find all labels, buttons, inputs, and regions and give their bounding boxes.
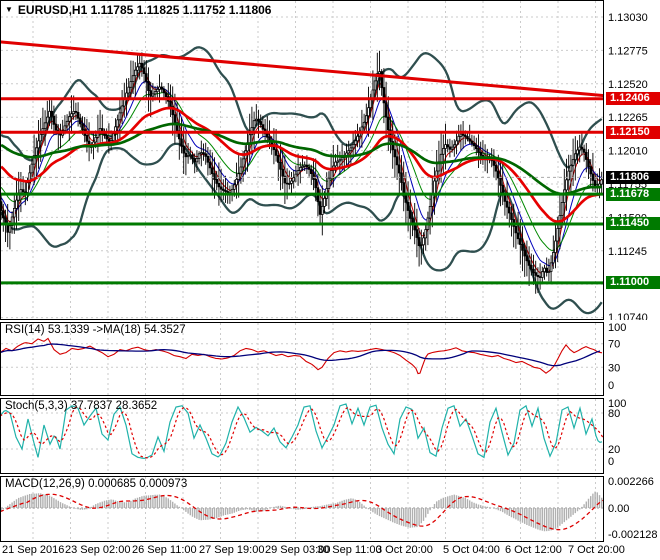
price-badge-resistance: 1.12150 (606, 125, 660, 139)
stoch-k-line (0, 403, 603, 460)
price-chart-panel[interactable]: 1.13030 1.12775 1.12520 1.12265 1.12010 1.117… (0, 0, 660, 320)
macd-indicator-label: MACD(12,26,9) 0.000685 0.000973 (5, 478, 188, 490)
rsi-axis-label: 30 (608, 362, 620, 374)
price-axis-label: 1.12775 (608, 45, 648, 57)
rsi-ma-line (0, 343, 601, 367)
time-axis-label: 27 Sep 19:00 (199, 544, 265, 556)
macd-axis-label: 0.00 (608, 503, 629, 515)
fast-ma-blue (0, 81, 602, 267)
price-badge-support: 1.11000 (606, 276, 660, 290)
bollinger-upper-band (0, 46, 603, 169)
rsi-indicator-label: RSI(14) 53.1339 ->MA(18) 54.3527 (5, 324, 186, 336)
stoch-axis-label: 80 (608, 408, 620, 420)
macd-indicator-panel[interactable]: MACD(12,26,9) 0.000685 0.000973 0.002266… (0, 476, 660, 542)
time-axis-label: 5 Oct 04:00 (443, 544, 500, 556)
price-axis-label: 1.13030 (608, 12, 648, 24)
stoch-axis-label: 100 (608, 398, 626, 410)
rsi-axis-label: 100 (608, 322, 626, 334)
macd-signal-line (0, 493, 604, 531)
time-axis-label: 3 Oct 20:00 (376, 544, 433, 556)
rsi-indicator-panel[interactable]: RSI(14) 53.1339 ->MA(18) 54.3527 100 70 30… (0, 322, 660, 396)
price-badge-support: 1.11678 (606, 187, 660, 201)
time-axis-label: 23 Sep 02:00 (65, 544, 131, 556)
time-axis-label: 7 Oct 20:00 (568, 544, 625, 556)
slow-ma-green (0, 122, 602, 196)
time-axis-label: 6 Oct 12:00 (505, 544, 562, 556)
stoch-axis-label: 0 (608, 456, 614, 468)
stoch-axis-label: 20 (608, 444, 620, 456)
rsi-axis-label: 70 (608, 339, 620, 351)
price-badge-current-price: 1.11806 (606, 170, 660, 184)
macd-panel-border (0, 476, 604, 542)
descending-trendline (0, 40, 605, 98)
macd-histogram (0, 491, 603, 532)
price-panel-border (0, 0, 604, 320)
slow-ma-red (0, 106, 603, 224)
bearish-candle-bodies (0, 62, 599, 278)
price-axis-label: 1.10740 (608, 312, 648, 320)
time-axis-label: 29 Sep 03:00 (265, 544, 331, 556)
macd-axis-label: 0.002266 (608, 476, 654, 488)
price-axis-label: 1.11245 (608, 246, 647, 258)
price-axis-label: 1.12265 (608, 112, 648, 124)
time-axis-label: 21 Sep 2016 (2, 544, 65, 556)
stoch-d-line (0, 406, 604, 459)
price-axis-label: 1.12010 (608, 146, 648, 158)
rsi-line (0, 337, 603, 375)
rsi-axis-label: 0 (608, 380, 614, 392)
rsi-panel-border (0, 322, 604, 396)
stoch-panel-border (0, 398, 604, 474)
price-axis-label: 1.12520 (608, 79, 648, 91)
time-axis: 21 Sep 2016 23 Sep 02:00 26 Sep 11:00 27 Se… (0, 542, 660, 560)
symbol-ohlc-title: EURUSD,H1 1.11785 1.11825 1.11752 1.1180… (17, 3, 272, 17)
price-badge-support: 1.11450 (606, 217, 660, 231)
macd-axis-label: -0.002128 (608, 529, 658, 541)
chart-title-bar: ▼ EURUSD,H1 1.11785 1.11825 1.11752 1.118… (5, 3, 271, 17)
price-badge-resistance: 1.12406 (606, 92, 660, 106)
time-axis-label: 26 Sep 11:00 (132, 544, 197, 556)
stochastic-indicator-label: Stoch(5,3,3) 37.7837 28.3652 (5, 400, 158, 412)
time-axis-label: 30 Sep 11:00 (317, 544, 382, 556)
dropdown-arrow-icon[interactable]: ▼ (5, 5, 13, 14)
stochastic-indicator-panel[interactable]: Stoch(5,3,3) 37.7837 28.3652 100 80 20 0 (0, 398, 660, 474)
